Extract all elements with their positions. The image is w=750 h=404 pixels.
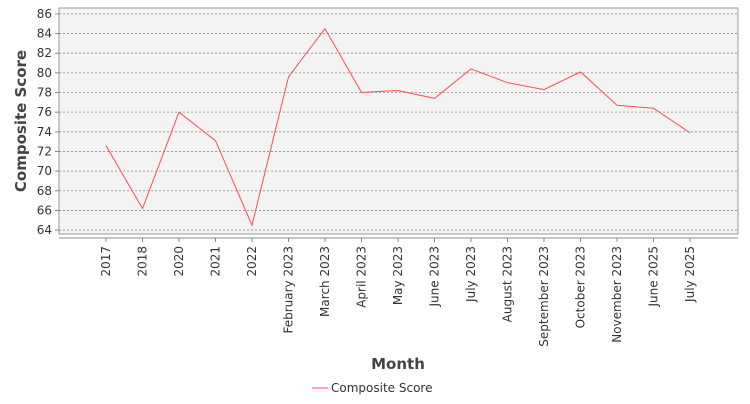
- x-tick-label: July 2025: [683, 246, 697, 303]
- y-tick-label: 84: [37, 27, 52, 41]
- x-axis: 2017 2018 2020 2021 2022 February 2023 March 2…: [59, 237, 738, 347]
- y-tick-label: 78: [37, 86, 52, 100]
- series-line: [105, 27, 691, 227]
- x-tick-label: June 2025: [647, 246, 661, 308]
- legend: Composite Score: [312, 381, 432, 395]
- x-tick-label: July 2023: [464, 246, 478, 303]
- x-tick-label: September 2023: [537, 246, 551, 347]
- x-tick-label: 2021: [209, 246, 223, 277]
- y-tick-label: 70: [37, 164, 52, 178]
- x-axis-title: Month: [371, 355, 425, 373]
- x-tick-label: February 2023: [282, 246, 296, 334]
- y-tick-label: 80: [37, 66, 52, 80]
- y-tick-label: 82: [37, 46, 52, 60]
- x-tick-label: June 2023: [428, 246, 442, 308]
- x-tick-label: November 2023: [610, 246, 624, 343]
- legend-label: Composite Score: [331, 381, 432, 395]
- y-tick-label: 74: [37, 125, 52, 139]
- x-tick-label: April 2023: [355, 246, 369, 308]
- x-tick-label: March 2023: [318, 246, 332, 317]
- x-tick-label: 2018: [136, 246, 150, 277]
- y-axis-title: Composite Score: [12, 50, 30, 192]
- series-layer: [105, 27, 691, 227]
- grid-lines: [59, 13, 738, 231]
- y-tick-label: 64: [37, 223, 52, 237]
- x-tick-label: May 2023: [391, 246, 405, 305]
- y-tick-label: 86: [37, 7, 52, 21]
- plot-area: [58, 7, 739, 235]
- y-tick-label: 76: [37, 105, 52, 119]
- y-axis: 64 66 68 70 72 74 76 78 80 82 84 86: [37, 7, 59, 237]
- x-tick-label: 2022: [245, 246, 259, 277]
- y-tick-label: 72: [37, 144, 52, 158]
- x-tick-label: 2017: [99, 246, 113, 277]
- x-tick-label: August 2023: [501, 246, 515, 322]
- x-tick-label: October 2023: [574, 246, 588, 328]
- y-tick-label: 66: [37, 203, 52, 217]
- x-tick-label: 2020: [172, 246, 186, 277]
- y-tick-label: 68: [37, 184, 52, 198]
